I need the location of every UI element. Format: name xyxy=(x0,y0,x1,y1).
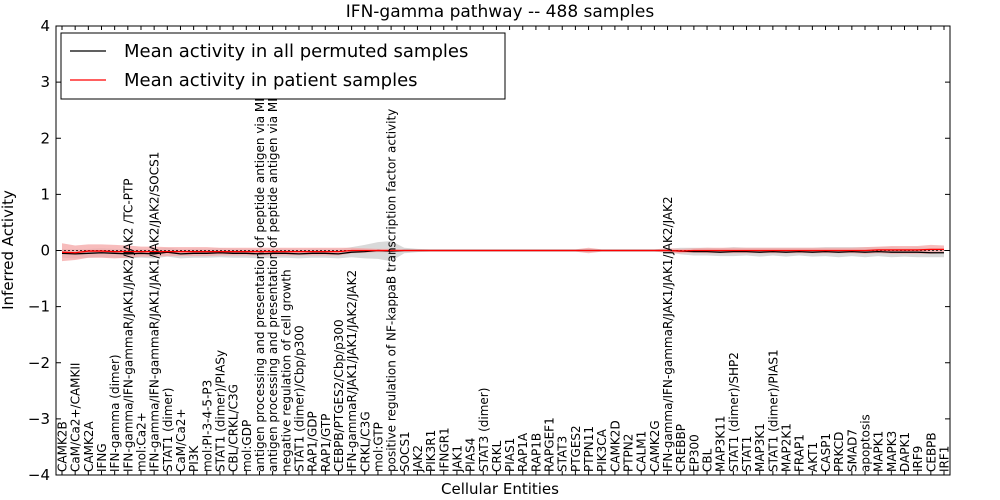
category-label: STAT1 xyxy=(740,436,754,472)
category-label: SMAD7 xyxy=(845,429,859,472)
category-label: IFNG xyxy=(95,443,109,472)
category-label: CAMK2G xyxy=(648,420,662,472)
category-label: JAK2 xyxy=(411,445,425,473)
category-label: SOCS1 xyxy=(398,431,412,472)
category-label: CAMK2D xyxy=(608,420,622,472)
category-label: STAT1 (dimer)/SHP2 xyxy=(727,352,741,472)
category-label: PTPN11 xyxy=(582,426,596,472)
category-label: DAPK1 xyxy=(898,432,912,472)
category-label: CAMK2B xyxy=(56,421,70,472)
category-label: antigen processing and presentation of p… xyxy=(266,40,280,472)
x-ticks xyxy=(61,26,945,475)
category-label: apoptosis xyxy=(859,414,873,472)
category-label: MAPK3 xyxy=(885,431,899,472)
category-label: STAT1 (dimer)/PIASy xyxy=(213,350,227,472)
category-label: STAT3 xyxy=(556,436,570,472)
category-label: RAPGEF1 xyxy=(543,417,557,472)
category-label: IFN-gamma/IFN-gammaR/JAK1/JAK2/JAK2 /TC-… xyxy=(121,178,135,472)
category-label: CaM/Ca2+ xyxy=(174,408,188,472)
category-label: CEBPB xyxy=(924,432,938,472)
y-tick-label: 0 xyxy=(40,242,50,260)
band-series-2 xyxy=(62,243,944,262)
category-label: IRF1 xyxy=(938,446,952,472)
category-label: CASP1 xyxy=(819,433,833,472)
category-label: STAT1 (dimer)/PIAS1 xyxy=(766,349,780,472)
category-label: PRKCD xyxy=(832,432,846,472)
category-label: IFN-gamma/IFN-gammaR/JAK1/JAK1/JAK2/JAK2… xyxy=(148,152,162,472)
category-label: CBL/CRKL/C3G xyxy=(227,384,241,472)
category-label: IFN-gammaR/JAK1/JAK1/JAK2/JAK2 xyxy=(345,270,359,472)
legend-label: Mean activity in all permuted samples xyxy=(124,41,468,62)
category-label: IFN-gamma (dimer) xyxy=(108,354,122,472)
category-label: RAP1/GDP xyxy=(306,411,320,472)
category-label: mol:GDP xyxy=(240,420,254,472)
category-label: IRF9 xyxy=(911,446,925,472)
category-label: CEBPB/PTGES2/Cbp/p300 xyxy=(332,319,346,472)
category-label: MAPK1 xyxy=(872,431,886,472)
category-label: FRAP1 xyxy=(793,434,807,472)
y-axis-label: Inferred Activity xyxy=(0,190,17,310)
category-label: CaM/Ca2+/CAMKII xyxy=(69,363,83,472)
category-label: PI3K xyxy=(187,445,201,472)
y-tick-label: −2 xyxy=(28,354,50,372)
y-tick-label: 3 xyxy=(40,73,50,91)
category-label: AKT1 xyxy=(806,442,820,472)
category-label: RAP1B xyxy=(529,433,543,472)
category-label: PTPN2 xyxy=(622,434,636,472)
y-tick-label: −1 xyxy=(28,298,50,316)
category-label: CBL xyxy=(701,448,715,472)
category-label: STAT1 (dimer) xyxy=(161,388,175,472)
category-label: mol:PI-3-4-5-P3 xyxy=(200,380,214,472)
category-label: MAP2K1 xyxy=(780,423,794,472)
category-label: IFN-gamma/IFN-gammaR/JAK1/JAK1/JAK2/JAK2 xyxy=(661,196,675,472)
y-ticks: 4 3 2 1 0 −1 −2 −3 −4 xyxy=(28,17,950,484)
category-label: antigen processing and presentation of p… xyxy=(253,43,267,472)
y-tick-label: −3 xyxy=(28,410,50,428)
category-label: CREBBP xyxy=(674,424,688,472)
category-label: PIK3R1 xyxy=(424,430,438,472)
legend-box xyxy=(60,32,506,100)
category-label: IFNGR1 xyxy=(437,427,451,472)
series-lines xyxy=(56,248,950,255)
y-tick-label: 4 xyxy=(40,17,50,35)
category-label: PTGES2 xyxy=(569,425,583,472)
legend-label: Mean activity in patient samples xyxy=(124,70,418,91)
plot-frame xyxy=(55,25,951,476)
category-label: negative regulation of cell growth xyxy=(279,269,293,472)
legend: Mean activity in all permuted samples Mea… xyxy=(60,32,506,100)
category-label: RAP1A xyxy=(516,432,530,472)
category-label: PIK3CA xyxy=(595,428,609,472)
category-label: JAK1 xyxy=(450,445,464,473)
category-label: RAP1/GTP xyxy=(319,414,333,472)
x-axis-label: Cellular Entities xyxy=(441,480,559,498)
category-label: MAP3K1 xyxy=(753,423,767,472)
category-label: mol:GTP xyxy=(371,422,385,472)
category-label: EP300 xyxy=(687,434,701,472)
category-labels: CAMK2B CaM/Ca2+/CAMKII CAMK2A IFNG IFN-gamma… xyxy=(56,40,952,473)
category-label: mol:Ca2+ xyxy=(134,412,148,472)
category-label: CALM1 xyxy=(635,431,649,472)
line-series-2 xyxy=(61,248,944,254)
category-label: MAP3K11 xyxy=(714,415,728,472)
category-label: CRKL xyxy=(490,440,504,472)
category-label: positive regulation of NF-kappaB transcr… xyxy=(385,109,399,472)
category-label: PIAS4 xyxy=(464,438,478,472)
category-label: STAT1 (dimer)/Cbp/p300 xyxy=(292,325,306,472)
y-tick-label: 1 xyxy=(40,185,50,203)
category-label: CRKL/C3G xyxy=(358,411,372,472)
category-label: PIAS1 xyxy=(503,438,517,472)
category-label: STAT3 (dimer) xyxy=(477,388,491,472)
y-tick-label: 2 xyxy=(40,129,50,147)
category-label: CAMK2A xyxy=(82,421,96,472)
chart-title: IFN-gamma pathway -- 488 samples xyxy=(346,2,655,22)
y-tick-label: −4 xyxy=(28,466,50,484)
